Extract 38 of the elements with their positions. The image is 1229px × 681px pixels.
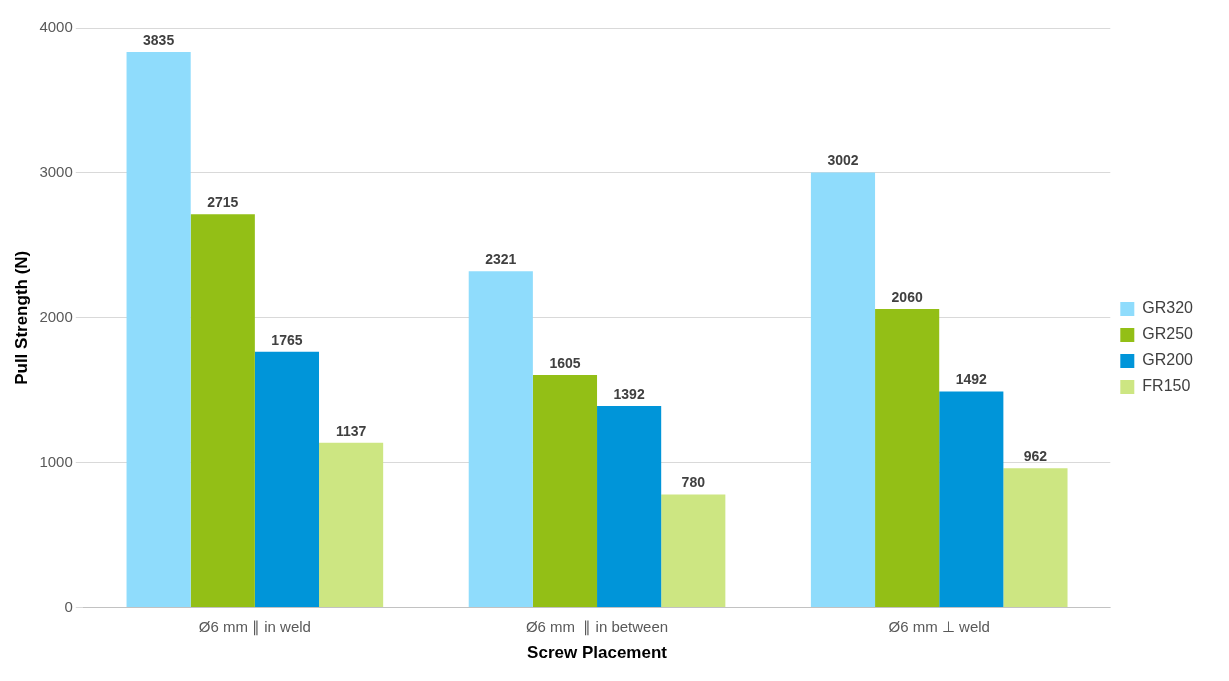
data-label: 2060 — [891, 288, 923, 305]
bar — [661, 494, 726, 608]
bar — [810, 172, 876, 608]
y-tick-label: 2000 — [39, 307, 73, 325]
legend-label: GR250 — [1142, 325, 1194, 343]
bar — [126, 51, 191, 608]
data-label: 1765 — [271, 331, 303, 348]
data-label: 962 — [1023, 448, 1048, 465]
legend-label: GR200 — [1142, 351, 1194, 369]
bar — [468, 271, 533, 608]
y-tick-label: 1000 — [39, 452, 73, 470]
x-tick-label: Ø6 mm ∥ in between — [525, 617, 669, 636]
bar — [190, 214, 255, 608]
data-label: 2715 — [207, 194, 239, 211]
y-tick-label: 4000 — [39, 18, 73, 36]
data-label: 1492 — [955, 371, 988, 388]
data-label: 1392 — [613, 385, 645, 402]
data-label: 3002 — [827, 152, 859, 169]
y-tick-label: 0 — [64, 597, 73, 615]
data-label: 3835 — [143, 31, 175, 48]
bar — [532, 375, 598, 608]
bar — [875, 309, 940, 608]
bar — [939, 391, 1004, 608]
bar — [1003, 468, 1068, 608]
x-axis-title: Screw Placement — [527, 643, 668, 663]
data-label: 1137 — [335, 422, 367, 439]
bar — [597, 405, 662, 608]
bar — [319, 442, 384, 608]
data-label: 780 — [681, 474, 706, 491]
bar — [254, 351, 320, 608]
legend-label: GR320 — [1142, 299, 1194, 317]
data-label: 2321 — [485, 251, 517, 268]
data-label: 1605 — [549, 354, 581, 371]
legend-label: FR150 — [1142, 377, 1191, 395]
y-tick-label: 3000 — [39, 163, 73, 181]
x-tick-label: Ø6 mm ⊥ weld — [888, 617, 990, 635]
x-tick-label: Ø6 mm ∥ in weld — [198, 617, 311, 636]
y-axis-title: Pull Strength (N) — [11, 250, 31, 385]
